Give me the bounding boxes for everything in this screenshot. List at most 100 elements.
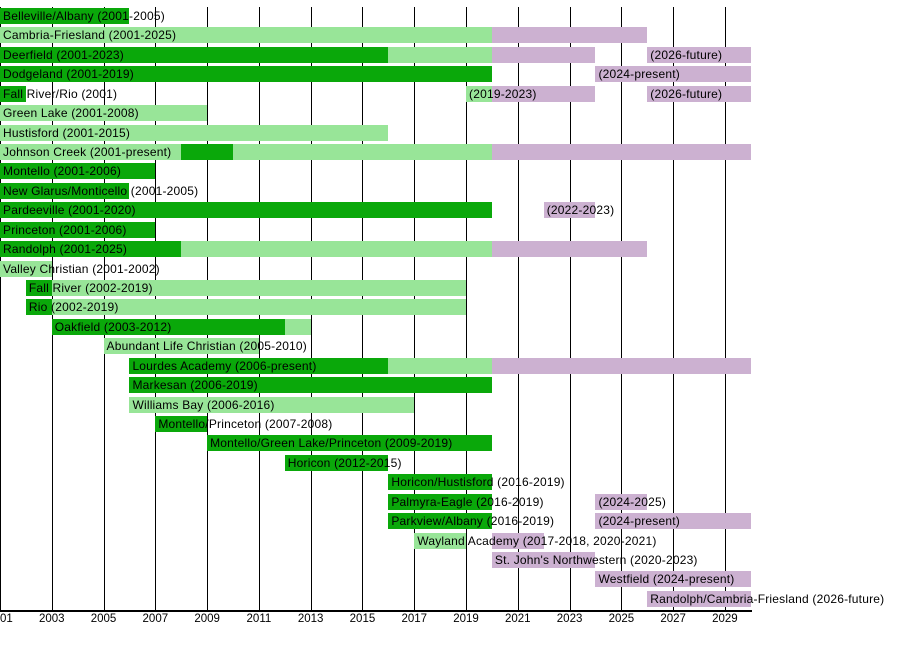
bar-segment-oakfield [51, 318, 285, 335]
row-label-cambria-friesland: Cambria-Friesland (2001-2025) [3, 28, 177, 43]
row-label-pardeeville: (2022-2023) [546, 203, 615, 218]
bar-segment-rio [51, 299, 466, 316]
bar-segment-fall-river [25, 280, 52, 297]
axis-tick-label-2007: 2007 [142, 613, 169, 625]
bar-segment-deerfield [647, 46, 751, 63]
row-label-deerfield: (2026-future) [650, 47, 723, 62]
axis-tick-label-2023: 2023 [556, 613, 583, 625]
bar-segment-lourdes-academy [129, 357, 389, 374]
row-label-westfield: Westfield (2024-present) [598, 572, 735, 587]
bar-segment-wayland-academy [414, 532, 466, 549]
row-label-fall-river-rio: (2026-future) [650, 86, 723, 101]
row-label-new-glarus-monticello: New Glarus/Monticello (2001-2005) [3, 183, 199, 198]
gridline-2001 [0, 7, 1, 610]
bar-segment-wayland-academy [491, 532, 544, 549]
row-label-horicon-hustisford: Horicon/Hustisford (2016-2019) [391, 475, 565, 490]
bar-segment-westfield [595, 571, 751, 588]
bar-segment-pardeeville [543, 202, 596, 219]
axis-tick-label-2015: 2015 [349, 613, 376, 625]
bar-segment-fall-river-rio [466, 85, 492, 102]
row-label-fall-river-rio: Fall River/Rio (2001) [3, 86, 118, 101]
row-label-deerfield: Deerfield (2001-2023) [3, 47, 124, 62]
bar-segment-deerfield [388, 46, 492, 63]
bar-segment-deerfield [491, 46, 596, 63]
bar-segment-markesan [129, 377, 492, 394]
row-label-markesan: Markesan (2006-2019) [132, 378, 258, 393]
row-label-montello-green-lake-princeton: Montello/Green Lake/Princeton (2009-2019… [210, 436, 453, 451]
bar-segment-rio [25, 299, 52, 316]
gridline-2025 [621, 7, 623, 610]
bar-segment-palmyra-eagle [388, 493, 492, 510]
row-label-rio: Rio (2002-2019) [28, 300, 119, 315]
bar-segment-montello-princeton [155, 416, 208, 433]
row-label-parkview-albany: Parkview/Albany (2016-2019) [391, 514, 555, 529]
bar-segment-randolph-cambria-friesland [647, 590, 751, 607]
bar-segment-williams-bay [129, 396, 415, 413]
bar-segment-randolph [491, 241, 648, 258]
bar-segment-johnson-creek [233, 144, 492, 160]
row-label-fall-river: Fall River (2002-2019) [28, 281, 153, 296]
row-label-randolph: Randolph (2001-2025) [3, 242, 128, 257]
gridline-2019 [466, 7, 468, 610]
bar-segment-princeton [0, 221, 156, 238]
row-label-williams-bay: Williams Bay (2006-2016) [132, 397, 275, 412]
bar-segment-oakfield [284, 318, 311, 335]
gridline-2023 [569, 7, 571, 610]
bar-segment-johnson-creek [491, 144, 751, 160]
bar-segment-fall-river-rio [491, 85, 596, 102]
axis-tick-label-2017: 2017 [401, 613, 428, 625]
bar-segment-lourdes-academy [491, 357, 751, 374]
axis-tick-label-2013: 2013 [297, 613, 324, 625]
row-label-hustisford: Hustisford (2001-2015) [3, 125, 131, 140]
bar-segment-horicon-hustisford [388, 474, 492, 491]
axis-tick-label-2003: 2003 [38, 613, 65, 625]
row-label-oakfield: Oakfield (2003-2012) [54, 319, 172, 334]
row-label-dodgeland: (2024-present) [598, 67, 680, 82]
row-label-valley-christian: Valley Christian (2001-2002) [3, 261, 160, 276]
bar-segment-abundant-life-christian [103, 338, 259, 355]
bar-segment-fall-river [51, 280, 466, 297]
row-label-abundant-life-christian: Abundant Life Christian (2005-2010) [106, 339, 308, 354]
bar-segment-fall-river-rio [647, 85, 751, 102]
row-label-wayland-academy: Wayland Academy (2017-2018, 2020-2021) [417, 533, 657, 548]
bar-segment-cambria-friesland [491, 27, 648, 44]
bar-segment-randolph [0, 241, 182, 258]
row-label-parkview-albany: (2024-present) [598, 514, 680, 529]
bar-segment-montello-green-lake-princeton [207, 435, 492, 452]
row-label-johnson-creek: Johnson Creek (2001-present) [3, 145, 172, 159]
bar-segment-new-glarus-monticello [0, 182, 130, 199]
bar-segment-randolph [181, 241, 492, 258]
bar-segment-green-lake [0, 105, 208, 122]
row-label-palmyra-eagle: (2024-2025) [598, 494, 667, 509]
bar-segment-dodgeland [595, 66, 751, 83]
row-label-lourdes-academy: Lourdes Academy (2006-present) [132, 358, 317, 373]
gridline-2021 [517, 7, 519, 610]
bar-segment-st-johns-northwestern [491, 552, 596, 569]
axis-tick-label-2019: 2019 [453, 613, 479, 625]
row-label-montello: Montello (2001-2006) [3, 164, 122, 179]
axis-tick-label-2009: 2009 [194, 613, 220, 625]
bar-segment-parkview-albany [388, 513, 492, 530]
axis-tick-label-2001: 01 [0, 613, 13, 625]
row-label-green-lake: Green Lake (2001-2008) [3, 106, 139, 121]
axis-tick-label-2005: 2005 [90, 613, 117, 625]
bar-segment-belleville-albany [0, 8, 130, 24]
row-label-belleville-albany: Belleville/Albany (2001-2005) [3, 9, 165, 23]
axis-tick-label-2027: 2027 [660, 613, 686, 625]
row-label-dodgeland: Dodgeland (2001-2019) [3, 67, 134, 82]
bar-segment-montello [0, 163, 156, 180]
bar-segment-hustisford [0, 124, 389, 141]
bar-segment-fall-river-rio [0, 85, 26, 102]
bar-segment-pardeeville [0, 202, 492, 219]
bar-segment-parkview-albany [595, 513, 751, 530]
row-label-palmyra-eagle: Palmyra-Eagle (2016-2019) [391, 494, 544, 509]
axis-tick-label-2029: 2029 [712, 613, 738, 625]
row-label-st-johns-northwestern: St. John's Northwestern (2020-2023) [494, 553, 698, 568]
row-label-montello-princeton: Montello/Princeton (2007-2008) [158, 417, 333, 432]
bar-segment-lourdes-academy [388, 357, 492, 374]
bar-segment-horicon [284, 454, 389, 471]
x-axis-line [0, 610, 752, 612]
gridline-2029 [724, 7, 726, 610]
axis-tick-label-2011: 2011 [246, 613, 272, 625]
